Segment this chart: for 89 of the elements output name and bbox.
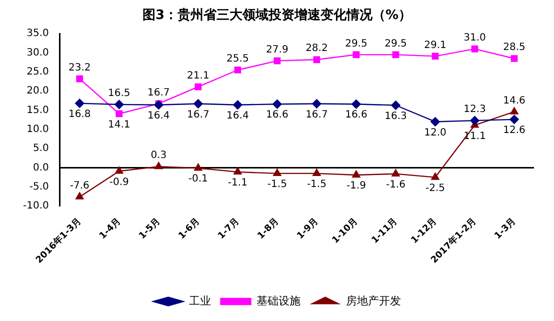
- data-label: -1.1: [228, 178, 248, 189]
- data-label: -0.9: [109, 176, 129, 188]
- point: [233, 100, 242, 110]
- data-label: -0.1: [188, 174, 208, 185]
- chart-title: 图3：贵州省三大领域投资增速变化情况（%）: [142, 7, 412, 24]
- data-label: 23.2: [68, 62, 91, 74]
- point: [312, 168, 321, 176]
- data-label: 16.5: [108, 88, 130, 100]
- data-label: 12.6: [503, 125, 526, 136]
- data-label: 16.6: [345, 110, 368, 121]
- y-tick-label: 20.0: [26, 86, 49, 97]
- data-label: 16.7: [148, 87, 170, 98]
- data-label: -1.5: [267, 179, 287, 190]
- point: [510, 55, 518, 62]
- point: [76, 192, 84, 200]
- x-tick-label: 1-4月: [97, 216, 123, 242]
- data-label: 16.7: [187, 109, 210, 120]
- x-tick-label: 1-8月: [255, 216, 281, 242]
- data-label: 16.3: [384, 110, 407, 122]
- data-label: 12.3: [464, 104, 486, 116]
- point: [431, 172, 440, 180]
- point: [352, 51, 360, 58]
- data-label: 16.8: [68, 108, 91, 120]
- data-label: 29.5: [384, 38, 407, 50]
- data-label: -7.6: [70, 180, 90, 192]
- point: [352, 170, 360, 178]
- data-label: 25.5: [226, 54, 249, 65]
- point: [510, 114, 519, 124]
- point: [430, 117, 440, 126]
- point: [392, 51, 400, 58]
- point: [154, 162, 163, 170]
- data-label: 28.2: [306, 43, 328, 54]
- point: [194, 99, 203, 108]
- x-tick-label: 1-3月: [492, 216, 518, 242]
- data-label: -2.5: [425, 182, 445, 194]
- point: [76, 75, 84, 82]
- legend-label: 工业: [188, 294, 211, 308]
- point: [272, 100, 282, 109]
- x-tick-label: 1-9月: [294, 216, 320, 242]
- data-label: 21.1: [187, 70, 210, 82]
- point: [273, 168, 282, 176]
- y-tick-label: 35.0: [26, 28, 49, 40]
- point: [392, 169, 400, 176]
- data-label: 14.6: [503, 95, 526, 106]
- y-tick-label: 10.0: [26, 124, 49, 135]
- data-label: 31.0: [464, 32, 486, 44]
- point: [194, 163, 202, 171]
- point: [116, 110, 123, 118]
- legend-label: 房地产开发: [346, 294, 401, 308]
- y-tick-label: 15.0: [26, 104, 49, 116]
- data-label: 14.1: [108, 119, 130, 130]
- y-tick-label: 0.0: [32, 162, 49, 174]
- x-tick-label: 1-7月: [216, 216, 242, 242]
- point: [510, 107, 518, 114]
- point: [114, 100, 124, 110]
- point: [274, 57, 281, 64]
- point: [470, 116, 480, 126]
- point: [432, 52, 439, 60]
- point: [75, 98, 84, 108]
- data-label: -1.5: [306, 179, 326, 190]
- point: [352, 100, 361, 109]
- y-tick-label: 25.0: [26, 66, 49, 78]
- data-label: 28.5: [503, 42, 526, 54]
- point: [471, 46, 478, 52]
- legend-label: 基础设施: [256, 294, 300, 308]
- data-label: -1.6: [386, 179, 406, 190]
- data-label: 29.5: [345, 38, 368, 50]
- data-label: 16.4: [226, 110, 249, 122]
- point: [234, 167, 242, 175]
- data-label: 16.6: [266, 110, 288, 121]
- data-label: 16.4: [148, 110, 170, 122]
- data-label: -1.9: [346, 180, 366, 192]
- y-tick-label: 30.0: [26, 47, 49, 58]
- x-tick-label: 1-5月: [136, 216, 162, 242]
- point: [313, 56, 320, 64]
- y-tick-label: -5.0: [29, 181, 49, 192]
- x-tick-label: 1-6月: [176, 216, 202, 242]
- data-label: 12.0: [424, 127, 446, 138]
- data-label: 0.3: [150, 150, 167, 162]
- point: [234, 66, 242, 74]
- point: [312, 99, 322, 108]
- point: [115, 166, 124, 174]
- data-label: 27.9: [266, 44, 288, 56]
- data-label: 29.1: [424, 40, 446, 51]
- point: [391, 100, 400, 110]
- data-label: 16.7: [306, 109, 328, 120]
- y-tick-label: 5.0: [32, 143, 49, 154]
- point: [194, 83, 202, 90]
- y-tick-label: -10.0: [23, 200, 49, 212]
